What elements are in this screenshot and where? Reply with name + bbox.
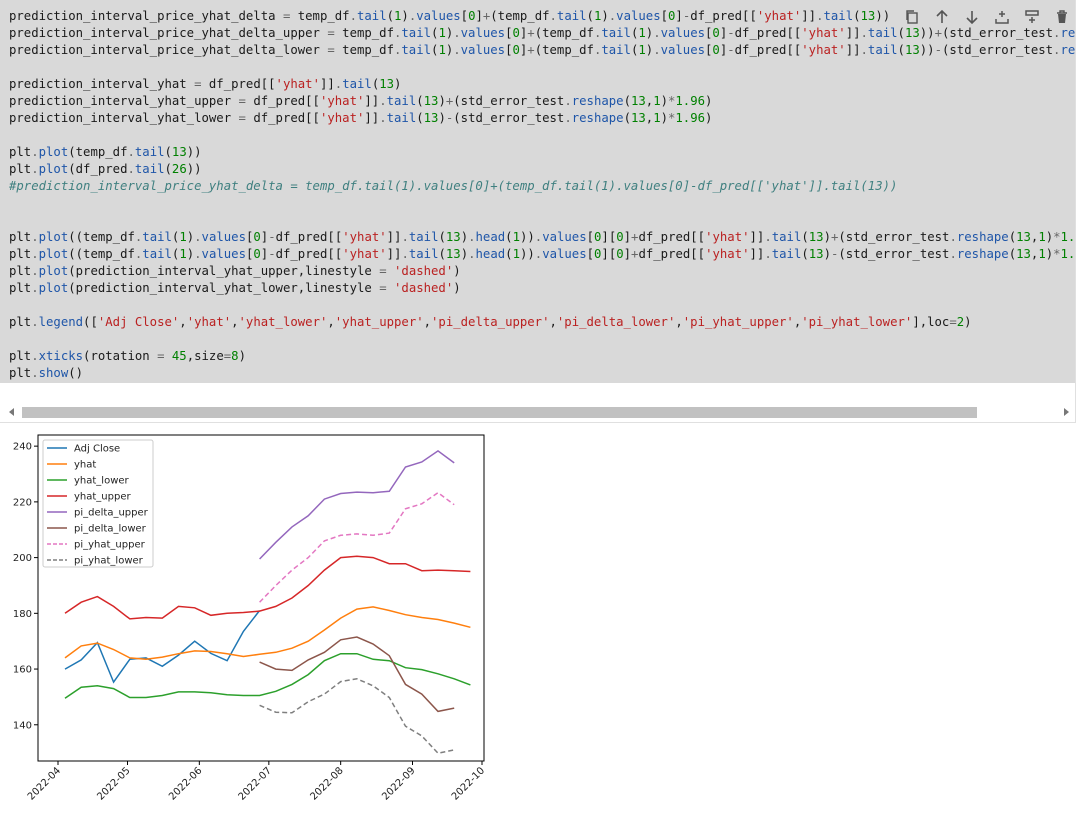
code-line[interactable]: prediction_interval_price_yhat_delta_upp… — [9, 26, 1075, 40]
series-line-pi-delta-upper — [259, 449, 455, 560]
series-line-yhat-lower — [64, 652, 471, 699]
plot-frame — [37, 434, 485, 762]
legend-entry: yhat_lower — [74, 476, 130, 487]
code-line[interactable]: plt.legend(['Adj Close','yhat','yhat_low… — [9, 315, 972, 329]
code-text[interactable]: prediction_interval_price_yhat_delta = t… — [9, 8, 1075, 382]
scroll-left-icon[interactable] — [7, 407, 17, 417]
scroll-right-icon[interactable] — [1061, 407, 1071, 417]
x-tick-label: 2022-05 — [95, 765, 132, 802]
y-tick-label: 200 — [13, 553, 32, 564]
copy-icon — [906, 10, 918, 24]
legend-entry: pi_yhat_lower — [74, 556, 144, 567]
cell-toolbar — [897, 8, 1073, 26]
series-line-yhat-upper — [64, 555, 471, 620]
y-tick-label: 140 — [13, 720, 32, 731]
legend-entry: Adj Close — [74, 444, 120, 455]
scrollbar-thumb[interactable] — [22, 407, 977, 418]
series-line-adj-close — [64, 610, 261, 684]
y-tick-label: 180 — [13, 609, 32, 620]
series-line-yhat — [64, 606, 471, 661]
series-line-pi-yhat-lower — [259, 678, 455, 755]
code-line[interactable]: prediction_interval_yhat_upper = df_pred… — [9, 94, 713, 108]
code-line[interactable]: plt.plot((temp_df.tail(1).values[0]-df_p… — [9, 230, 1075, 244]
code-line[interactable] — [9, 331, 1075, 348]
legend-box — [42, 439, 154, 568]
copy-cell-button[interactable] — [903, 8, 921, 26]
code-line[interactable]: plt.plot(prediction_interval_yhat_upper,… — [9, 264, 461, 278]
code-line[interactable]: plt.plot(prediction_interval_yhat_lower,… — [9, 281, 461, 295]
code-line[interactable]: plt.plot((temp_df.tail(1).values[0]-df_p… — [9, 247, 1075, 261]
insert-above-button[interactable] — [993, 8, 1011, 26]
code-line[interactable] — [9, 212, 1075, 229]
x-axis: 2022-04 2022-05 2022-06 2022-07 2022-08 2022-… — [26, 761, 487, 803]
y-tick-label: 160 — [13, 665, 32, 676]
code-line[interactable]: prediction_interval_yhat = df_pred[['yha… — [9, 77, 402, 91]
code-line[interactable]: prediction_interval_price_yhat_delta = t… — [9, 9, 891, 23]
x-tick-label: 2022-10 — [450, 765, 487, 802]
code-line[interactable]: plt.plot(temp_df.tail(13)) — [9, 145, 202, 159]
x-tick-label: 2022-06 — [167, 765, 204, 802]
code-line[interactable]: plt.show() — [9, 366, 84, 380]
legend: Adj Close yhat yhat_lower yhat_upper pi_delt… — [42, 439, 154, 568]
x-tick-label: 2022-07 — [237, 765, 274, 802]
insert-below-button[interactable] — [1023, 8, 1041, 26]
insert-below-icon — [1025, 10, 1039, 23]
code-line[interactable] — [9, 297, 1075, 314]
code-cell[interactable]: prediction_interval_price_yhat_delta = t… — [0, 0, 1076, 423]
insert-above-icon — [995, 11, 1009, 24]
y-tick-label: 240 — [13, 442, 32, 453]
move-up-button[interactable] — [933, 8, 951, 26]
series-line-pi-delta-lower — [259, 636, 455, 713]
code-line[interactable]: plt.plot(df_pred.tail(26)) — [9, 162, 202, 176]
code-line[interactable] — [9, 195, 1075, 212]
arrow-down-icon — [966, 11, 978, 25]
series-line-pi-yhat-upper — [259, 491, 455, 603]
trash-icon — [1057, 10, 1067, 23]
legend-entry: yhat_upper — [74, 492, 131, 503]
delete-cell-button[interactable] — [1053, 8, 1071, 26]
legend-entry: pi_delta_lower — [74, 524, 147, 535]
cell-output: 140 160 180 200 220 240 2022-04 2022-05 2022-06… — [0, 428, 500, 816]
code-line[interactable]: plt.xticks(rotation = 45,size=8) — [9, 349, 246, 363]
y-tick-label: 220 — [13, 497, 32, 508]
move-down-button[interactable] — [963, 8, 981, 26]
arrow-up-icon — [936, 9, 948, 23]
series-group — [64, 449, 471, 755]
code-line[interactable]: #prediction_interval_price_yhat_delta = … — [9, 179, 898, 193]
horizontal-scrollbar[interactable] — [0, 403, 1075, 421]
legend-entry: pi_delta_upper — [74, 508, 149, 519]
legend-entry: yhat — [74, 460, 96, 471]
legend-entry: pi_yhat_upper — [74, 540, 146, 551]
y-axis: 140 160 180 200 220 240 — [13, 442, 38, 731]
x-tick-label: 2022-04 — [26, 765, 63, 802]
code-line[interactable]: prediction_interval_price_yhat_delta_low… — [9, 43, 1075, 57]
code-line[interactable] — [9, 59, 1075, 76]
x-tick-label: 2022-09 — [380, 765, 417, 802]
code-line[interactable] — [9, 127, 1075, 144]
line-chart: 140 160 180 200 220 240 2022-04 2022-05 2022-06… — [13, 434, 487, 803]
code-editor[interactable]: prediction_interval_price_yhat_delta = t… — [0, 0, 1075, 383]
x-tick-label: 2022-08 — [308, 765, 345, 802]
code-line[interactable]: prediction_interval_yhat_lower = df_pred… — [9, 111, 713, 125]
